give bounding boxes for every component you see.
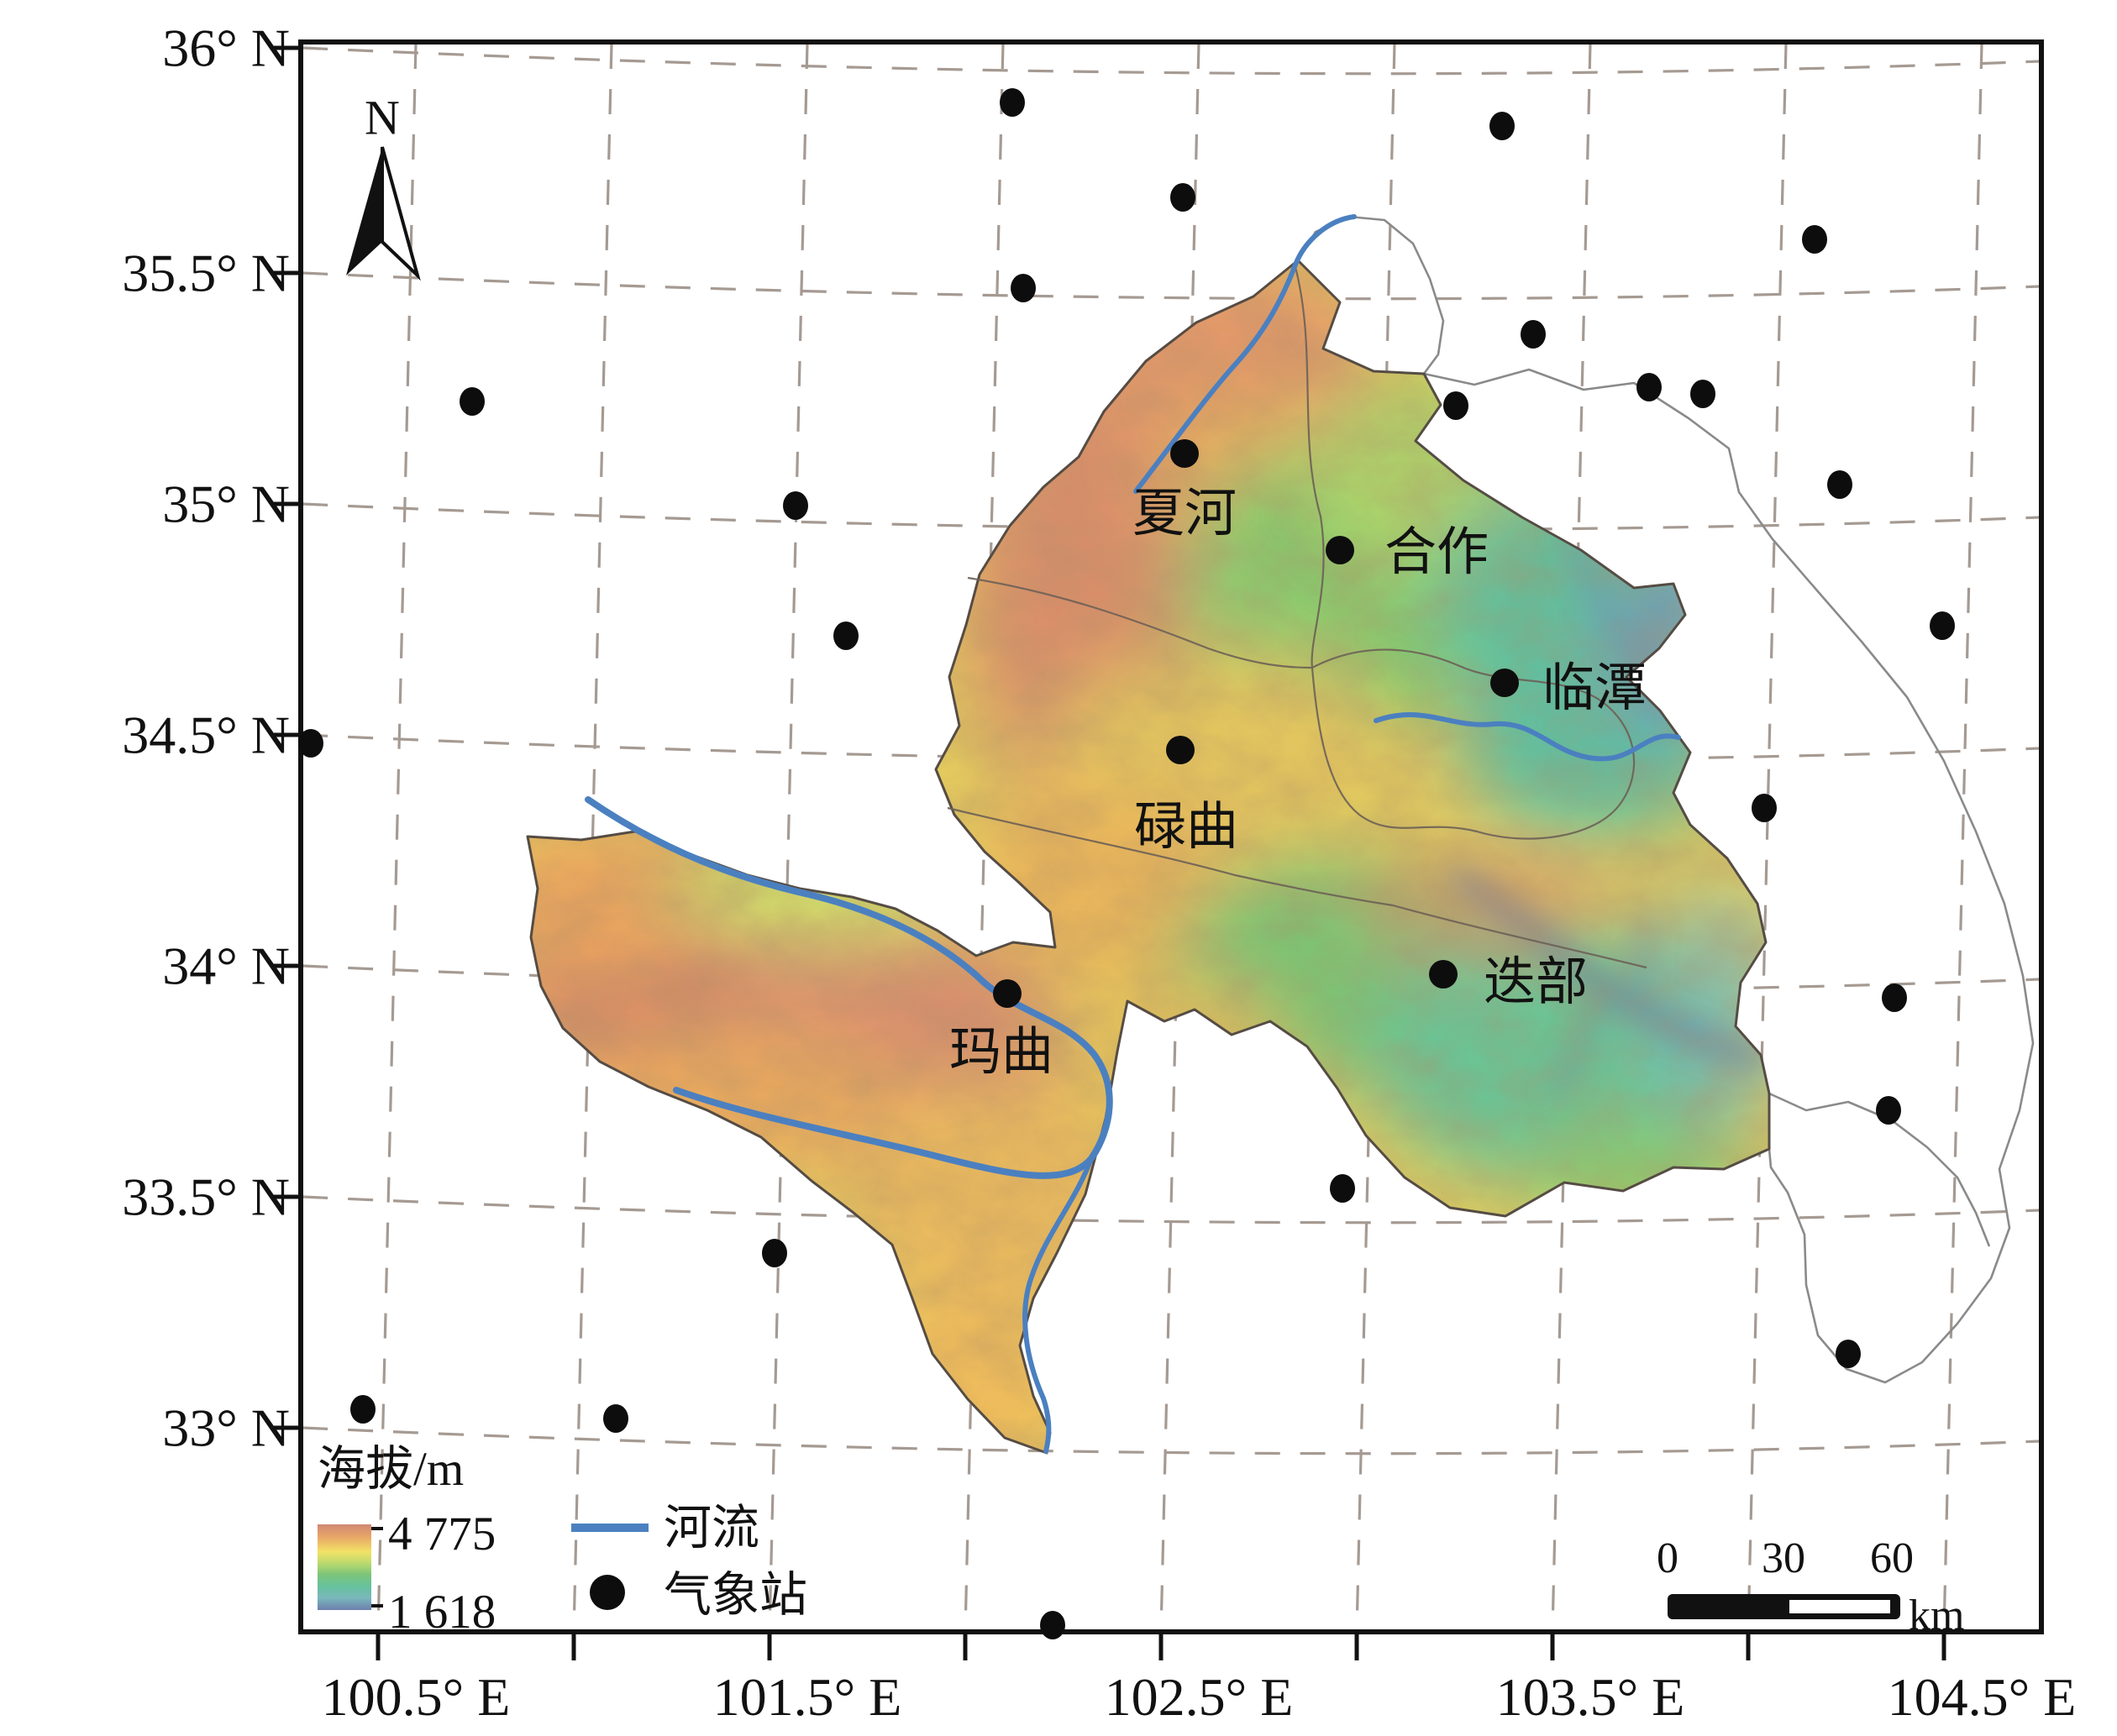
rivers [585, 214, 1681, 1454]
station-dot [1876, 1096, 1901, 1125]
station-dot [1011, 274, 1036, 302]
meridian-104 [1747, 43, 1788, 1633]
legend-elevation-min: 1 618 [388, 1586, 496, 1639]
city-markers: 夏河 合作 临潭 碌曲 玛曲 迭部 [949, 439, 1647, 1081]
meridian-100-5 [376, 43, 418, 1633]
white-river-tributary [1022, 1158, 1093, 1454]
lat-label-35-5: 35.5° N [122, 244, 290, 303]
station-dot [1802, 225, 1827, 254]
station-dot [1330, 1174, 1355, 1203]
lat-label-34: 34° N [162, 936, 290, 996]
station-dot [1882, 983, 1907, 1012]
longitude-labels: 100.5° E 101.5° E 102.5° E 103.5° E 104.… [322, 1667, 2077, 1727]
lon-label-102-5: 102.5° E [1105, 1667, 1294, 1727]
station-dot [762, 1239, 787, 1267]
city-dot-diebu [1429, 960, 1458, 989]
legend-elevation-title: 海拔/m [318, 1443, 464, 1496]
legend-river-label: 河流 [664, 1502, 759, 1555]
station-dot [1489, 112, 1515, 140]
scale-bar-half [1789, 1600, 1890, 1613]
study-region [526, 214, 1771, 1455]
lat-label-36: 36° N [162, 18, 290, 78]
station-dot [1000, 88, 1025, 117]
city-dot-luqu [1166, 736, 1195, 764]
station-dot [783, 491, 808, 520]
scale-tick-0: 0 [1657, 1534, 1678, 1582]
scale-tick-60: 60 [1870, 1534, 1914, 1582]
legend-elevation-gradient [318, 1524, 371, 1610]
county-boundaries [947, 266, 1647, 969]
yellow-river [585, 796, 1113, 1179]
station-dot [1752, 794, 1777, 822]
city-maqu: 玛曲 [949, 979, 1053, 1081]
station-dot [833, 621, 859, 650]
scale-tick-30: 30 [1762, 1534, 1805, 1582]
lon-label-103-5: 103.5° E [1496, 1667, 1685, 1727]
lat-label-35: 35° N [162, 475, 290, 534]
north-arrow-label: N [365, 91, 400, 145]
legend-station-symbol [590, 1575, 625, 1610]
daxia-river [1133, 214, 1357, 494]
map-frame [298, 39, 2044, 1634]
city-label-maqu: 玛曲 [949, 1024, 1053, 1081]
parallel-36 [302, 46, 2041, 76]
station-dot [298, 729, 323, 758]
terrain-grain [528, 260, 1769, 1453]
city-lintan: 临潭 [1490, 660, 1647, 717]
station-dot [1827, 470, 1852, 499]
station-dot [1636, 373, 1662, 401]
station-dot [1443, 391, 1468, 420]
parallel-35-5 [302, 271, 2041, 301]
lat-label-33: 33° N [162, 1398, 290, 1458]
scale-bar: 0 30 60 km [1657, 1534, 1964, 1639]
city-label-hezuo: 合作 [1384, 524, 1489, 581]
meridian-104-5 [1942, 43, 1983, 1633]
parallel-33 [302, 1426, 2041, 1455]
station-dot [460, 387, 485, 416]
parallel-33-5 [302, 1195, 2041, 1225]
city-luqu: 碌曲 [1134, 736, 1238, 856]
city-label-lintan: 临潭 [1542, 660, 1647, 717]
north-arrow-left [346, 147, 382, 275]
city-dot-lintan [1490, 669, 1519, 697]
north-arrow-right [381, 146, 421, 281]
legend-station-label: 气象站 [664, 1569, 807, 1622]
city-dot-hezuo [1326, 536, 1354, 564]
city-label-luqu: 碌曲 [1134, 799, 1238, 856]
city-hezuo: 合作 [1326, 524, 1489, 581]
station-dot [1690, 380, 1715, 408]
station-dot [603, 1404, 628, 1433]
meridian-101-5 [768, 43, 809, 1633]
station-dot [1930, 611, 1955, 640]
lat-label-34-5: 34.5° N [122, 705, 290, 765]
east-basin-river-line [1768, 1092, 1991, 1247]
east-basin-outline [1423, 368, 2035, 1384]
lat-label-33-5: 33.5° N [122, 1167, 290, 1227]
city-label-xiahe: 夏河 [1132, 485, 1237, 543]
weather-stations [298, 88, 1955, 1639]
city-dot-xiahe [1170, 439, 1199, 468]
city-dot-maqu [993, 979, 1022, 1008]
legend: 海拔/m 4 775 1 618 河流 气象站 [318, 1443, 807, 1639]
lon-label-101-5: 101.5° E [713, 1667, 902, 1727]
tao-river [1374, 712, 1681, 762]
north-arrow: N [346, 91, 421, 281]
legend-elevation-max: 4 775 [388, 1508, 496, 1560]
station-dot [1521, 320, 1546, 349]
station-dot [1836, 1340, 1861, 1368]
city-label-diebu: 迭部 [1484, 954, 1588, 1011]
city-xiahe: 夏河 [1132, 439, 1237, 543]
city-diebu: 迭部 [1429, 954, 1588, 1011]
axis-ticks [274, 45, 1946, 1660]
latitude-labels: 36° N 35.5° N 35° N 34.5° N 34° N 33.5° … [122, 18, 290, 1458]
lon-label-104-5: 104.5° E [1888, 1667, 2077, 1727]
station-dot [1170, 183, 1195, 212]
station-dot [1040, 1611, 1065, 1639]
lon-label-100-5: 100.5° E [322, 1667, 511, 1727]
scale-unit: km [1909, 1592, 1964, 1639]
station-dot [350, 1395, 376, 1424]
